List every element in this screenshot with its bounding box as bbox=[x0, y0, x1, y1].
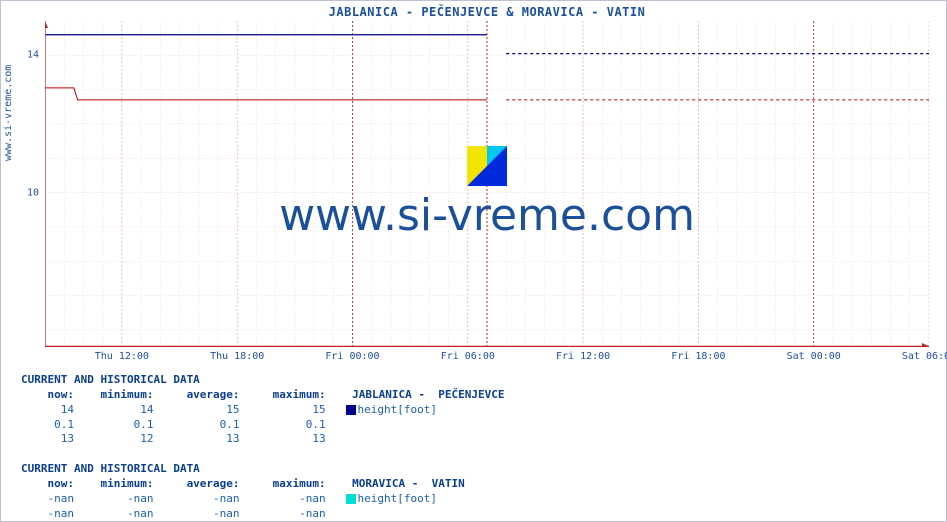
table-row: -nan -nan -nan -nan height[foot] bbox=[21, 492, 504, 507]
data-tables: CURRENT AND HISTORICAL DATA now: minimum… bbox=[21, 373, 504, 522]
y-tick-label: 10 bbox=[27, 187, 39, 198]
y-tick-label: 14 bbox=[27, 50, 39, 61]
table-col-headers: now: minimum: average: maximum: MORAVICA… bbox=[21, 477, 504, 492]
table-row: -nan -nan -nan -nan bbox=[21, 507, 504, 522]
spacer bbox=[21, 447, 504, 462]
x-tick-label: Fri 12:00 bbox=[556, 351, 610, 362]
x-tick-label: Thu 12:00 bbox=[95, 351, 149, 362]
x-tick-label: Sat 06:00 bbox=[902, 351, 947, 362]
table-header: CURRENT AND HISTORICAL DATA bbox=[21, 373, 504, 388]
legend-swatch-icon bbox=[346, 405, 356, 415]
x-tick-label: Fri 06:00 bbox=[441, 351, 495, 362]
x-tick-label: Thu 18:00 bbox=[210, 351, 264, 362]
x-tick-label: Fri 00:00 bbox=[325, 351, 379, 362]
x-tick-label: Sat 00:00 bbox=[787, 351, 841, 362]
table-header: CURRENT AND HISTORICAL DATA bbox=[21, 462, 504, 477]
root: www.si-vreme.com JABLANICA - PEČENJEVCE … bbox=[0, 0, 947, 522]
chart-svg bbox=[45, 21, 929, 347]
table-row: 14 14 15 15 height[foot] bbox=[21, 403, 504, 418]
legend-swatch-icon bbox=[346, 494, 356, 504]
chart-title: JABLANICA - PEČENJEVCE & MORAVICA - VATI… bbox=[45, 5, 929, 19]
chart-area: www.si-vreme.com 1014Thu 12:00Thu 18:00F… bbox=[45, 21, 929, 347]
table-col-headers: now: minimum: average: maximum: JABLANIC… bbox=[21, 388, 504, 403]
table-row: 0.1 0.1 0.1 0.1 bbox=[21, 418, 504, 433]
legend-label: height[foot] bbox=[358, 492, 437, 505]
x-tick-label: Fri 18:00 bbox=[671, 351, 725, 362]
outer-y-label: www.si-vreme.com bbox=[3, 65, 14, 161]
legend-label: height[foot] bbox=[358, 403, 437, 416]
table-row: 13 12 13 13 bbox=[21, 432, 504, 447]
